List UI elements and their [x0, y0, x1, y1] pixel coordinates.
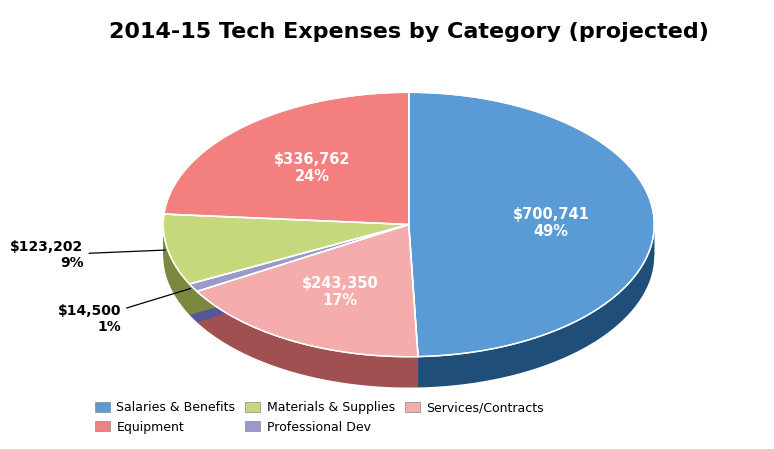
- Polygon shape: [164, 92, 409, 225]
- Polygon shape: [409, 224, 654, 255]
- Polygon shape: [163, 225, 190, 315]
- Text: $243,350
17%: $243,350 17%: [302, 276, 378, 308]
- Polygon shape: [163, 225, 409, 256]
- Text: 2014-15 Tech Expenses by Category (projected): 2014-15 Tech Expenses by Category (proje…: [109, 22, 709, 42]
- Polygon shape: [409, 255, 418, 387]
- Polygon shape: [418, 224, 654, 387]
- Polygon shape: [163, 214, 409, 284]
- Polygon shape: [190, 284, 197, 322]
- Polygon shape: [409, 255, 418, 387]
- Text: $700,741
49%: $700,741 49%: [512, 207, 590, 239]
- Polygon shape: [197, 255, 409, 322]
- Text: $123,202
9%: $123,202 9%: [10, 240, 165, 270]
- Legend: Salaries & Benefits, Equipment, Materials & Supplies, Professional Dev, Services: Salaries & Benefits, Equipment, Material…: [90, 396, 549, 439]
- Text: $14,500
1%: $14,500 1%: [58, 289, 190, 335]
- Polygon shape: [197, 291, 418, 387]
- Polygon shape: [190, 255, 409, 315]
- Polygon shape: [409, 92, 654, 357]
- Polygon shape: [190, 224, 409, 291]
- Polygon shape: [197, 224, 418, 357]
- Polygon shape: [197, 255, 409, 322]
- Text: $336,762
24%: $336,762 24%: [274, 152, 351, 185]
- Polygon shape: [190, 255, 409, 315]
